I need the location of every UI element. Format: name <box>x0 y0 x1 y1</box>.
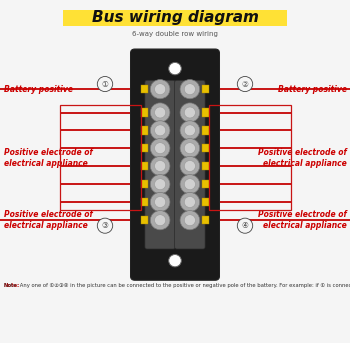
FancyBboxPatch shape <box>202 85 209 93</box>
Circle shape <box>180 139 200 158</box>
Circle shape <box>150 175 170 194</box>
Text: 6-way double row wiring: 6-way double row wiring <box>132 31 218 37</box>
Circle shape <box>155 161 166 172</box>
Text: ①: ① <box>102 80 108 88</box>
Text: ③: ③ <box>102 221 108 230</box>
FancyBboxPatch shape <box>141 126 148 134</box>
Circle shape <box>169 255 181 267</box>
Circle shape <box>180 156 200 176</box>
Circle shape <box>97 76 113 92</box>
Text: Note:: Note: <box>4 283 20 288</box>
Circle shape <box>180 192 200 212</box>
Circle shape <box>184 107 196 118</box>
FancyBboxPatch shape <box>202 180 209 189</box>
Circle shape <box>184 125 196 136</box>
Circle shape <box>150 121 170 140</box>
FancyBboxPatch shape <box>202 144 209 152</box>
Circle shape <box>97 218 113 233</box>
Text: Positive electrode of
electrical appliance: Positive electrode of electrical applian… <box>258 148 346 168</box>
Circle shape <box>150 80 170 99</box>
Circle shape <box>155 84 166 95</box>
FancyBboxPatch shape <box>175 80 205 249</box>
Circle shape <box>155 197 166 208</box>
Circle shape <box>184 215 196 226</box>
FancyBboxPatch shape <box>141 198 148 206</box>
Bar <box>209 105 290 210</box>
Circle shape <box>184 179 196 190</box>
Text: Battery positive: Battery positive <box>4 85 72 94</box>
FancyBboxPatch shape <box>202 126 209 134</box>
Circle shape <box>150 211 170 230</box>
Circle shape <box>150 156 170 176</box>
Circle shape <box>237 76 253 92</box>
Circle shape <box>155 179 166 190</box>
Text: Bus wiring diagram: Bus wiring diagram <box>92 10 258 25</box>
Circle shape <box>155 125 166 136</box>
Text: ②: ② <box>241 80 248 88</box>
FancyBboxPatch shape <box>141 162 148 170</box>
FancyBboxPatch shape <box>141 144 148 152</box>
Circle shape <box>150 103 170 122</box>
FancyBboxPatch shape <box>131 49 219 280</box>
Circle shape <box>184 143 196 154</box>
Circle shape <box>184 84 196 95</box>
FancyBboxPatch shape <box>202 216 209 225</box>
Circle shape <box>155 107 166 118</box>
Text: Note: Any one of ①②③④ in the picture can be connected to the positive or negativ: Note: Any one of ①②③④ in the picture can… <box>4 283 350 288</box>
Text: ④: ④ <box>241 221 248 230</box>
FancyBboxPatch shape <box>145 80 175 249</box>
Circle shape <box>169 62 181 75</box>
Circle shape <box>237 218 253 233</box>
Circle shape <box>180 211 200 230</box>
FancyBboxPatch shape <box>141 216 148 225</box>
Circle shape <box>155 215 166 226</box>
Circle shape <box>150 139 170 158</box>
Text: Positive electrode of
electrical appliance: Positive electrode of electrical applian… <box>4 210 92 230</box>
Circle shape <box>184 197 196 208</box>
Circle shape <box>180 175 200 194</box>
Circle shape <box>180 121 200 140</box>
FancyBboxPatch shape <box>141 85 148 93</box>
Circle shape <box>180 80 200 99</box>
FancyBboxPatch shape <box>202 162 209 170</box>
FancyBboxPatch shape <box>141 108 148 117</box>
Circle shape <box>180 103 200 122</box>
FancyBboxPatch shape <box>141 180 148 189</box>
FancyBboxPatch shape <box>202 198 209 206</box>
Text: Positive electrode of
electrical appliance: Positive electrode of electrical applian… <box>258 210 346 230</box>
Bar <box>60 105 141 210</box>
Text: Positive electrode of
electrical appliance: Positive electrode of electrical applian… <box>4 148 92 168</box>
Circle shape <box>155 143 166 154</box>
FancyBboxPatch shape <box>202 108 209 117</box>
Text: Battery positive: Battery positive <box>278 85 346 94</box>
Circle shape <box>150 192 170 212</box>
Circle shape <box>184 161 196 172</box>
FancyBboxPatch shape <box>63 10 287 26</box>
